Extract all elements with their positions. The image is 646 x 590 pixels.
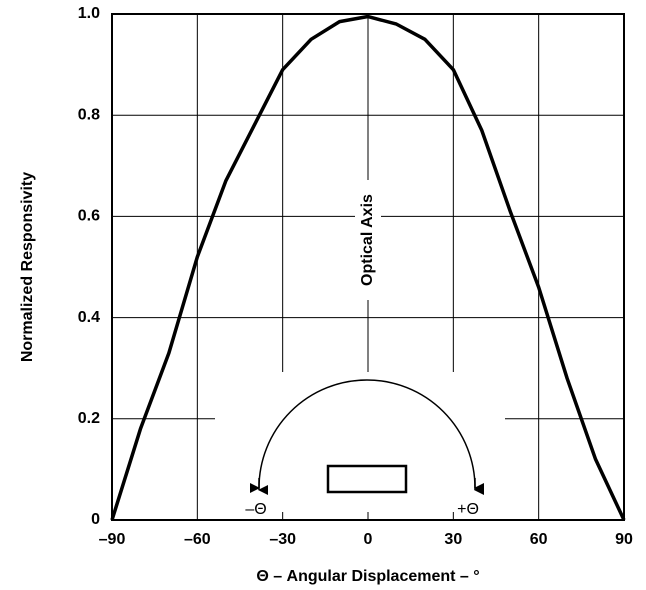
x-tick-label: –60 (184, 531, 211, 548)
response-curve (110, 14, 626, 521)
x-tick-label: 30 (444, 531, 462, 548)
y-tick-label: 0.4 (78, 309, 100, 326)
y-tick-label: 0 (91, 511, 100, 528)
minus-theta: –Θ (245, 501, 266, 518)
detector (326, 464, 408, 494)
x-tick-label: –30 (269, 531, 296, 548)
y-axis-label: Normalized Responsivity (19, 172, 36, 362)
x-tick-label: –90 (99, 531, 126, 548)
x-tick-label: 0 (364, 531, 373, 548)
y-tick-label: 0.8 (78, 106, 100, 123)
optical-axis-label: Optical Axis (359, 194, 376, 286)
plus-theta: +Θ (457, 501, 479, 518)
x-tick-label: 90 (615, 531, 633, 548)
angle-arc (249, 379, 485, 493)
x-axis-label: Θ – Angular Displacement – ° (256, 568, 479, 585)
x-tick-label: 60 (530, 531, 548, 548)
y-tick-label: 0.2 (78, 410, 100, 427)
label-background (355, 180, 381, 300)
plot-frame (111, 13, 625, 521)
y-tick-label: 1.0 (78, 5, 100, 22)
y-tick-label: 0.6 (78, 208, 100, 225)
